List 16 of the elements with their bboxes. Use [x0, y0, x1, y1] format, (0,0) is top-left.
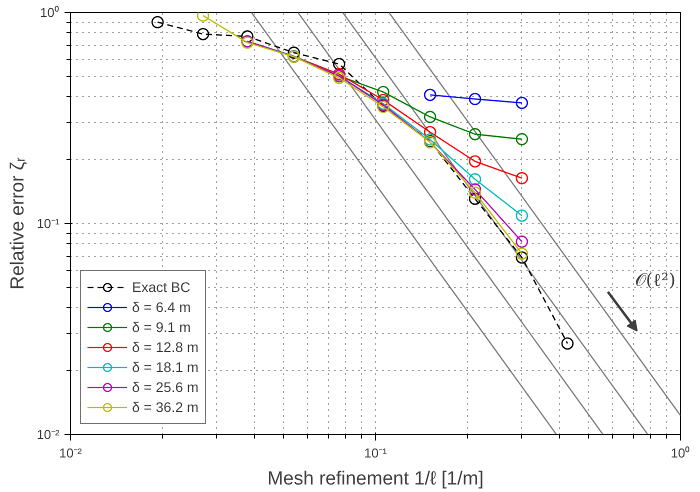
- legend-label: δ = 36.2 m: [132, 398, 199, 416]
- legend-label: δ = 12.8 m: [132, 338, 199, 356]
- legend-label: δ = 9.1 m: [132, 318, 191, 336]
- y-tick-label: 10⁻¹: [36, 216, 60, 231]
- x-tick-label: 10⁰: [670, 446, 690, 460]
- x-axis-title: Mesh refinement 1/ℓ [1/m]: [267, 468, 484, 490]
- legend-label: δ = 25.6 m: [132, 378, 199, 396]
- legend-label: δ = 6.4 m: [132, 298, 191, 316]
- x-tick-label: 10⁻²: [59, 446, 83, 460]
- legend-label: δ = 18.1 m: [132, 358, 199, 376]
- y-axis-title: Relative error ζᵣ: [8, 156, 29, 290]
- legend-label: Exact BC: [132, 278, 190, 296]
- annotation: 𝒪(ℓ²): [634, 270, 676, 291]
- x-tick-label: 10⁻¹: [364, 446, 388, 460]
- y-tick-label: 10⁰: [40, 5, 60, 20]
- y-tick-label: 10⁻²: [36, 427, 60, 442]
